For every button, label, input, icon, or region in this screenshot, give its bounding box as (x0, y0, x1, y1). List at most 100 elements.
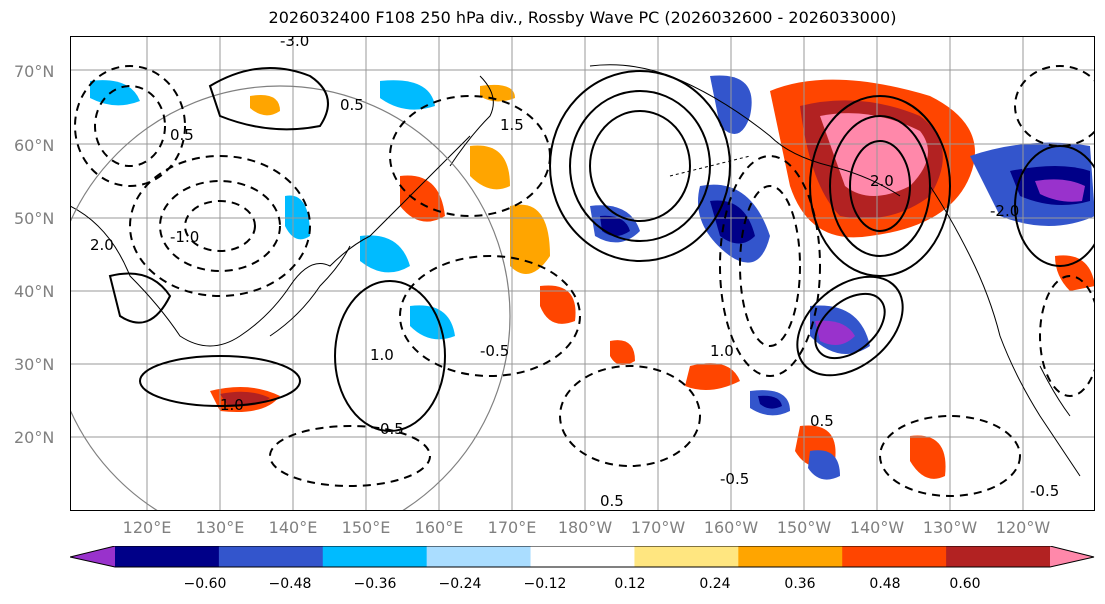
colorbar-tick-label: 0.12 (614, 576, 646, 592)
contour-label: 0.5 (810, 412, 834, 430)
lat-label: 20°N (14, 428, 55, 447)
contour-label: -0.5 (480, 342, 509, 360)
colorbar-tick-label: −0.60 (183, 576, 227, 592)
positive-divergence-region (510, 204, 550, 274)
contour-label: -2.0 (990, 202, 1019, 220)
positive-contour (139, 355, 301, 407)
lat-label: 30°N (14, 355, 55, 374)
positive-divergence-region (470, 145, 510, 190)
lon-label: 160°W (703, 518, 759, 537)
colorbar-swatches (70, 546, 1094, 567)
colorbar-tick-label: 0.48 (869, 576, 901, 592)
positive-contour (809, 95, 951, 277)
negative-contour (559, 365, 701, 467)
contour-label: -0.5 (1030, 482, 1059, 500)
negative-divergence-region (808, 450, 840, 480)
weak-negative-divergence-region (285, 195, 310, 240)
contour-label: 1.0 (370, 346, 394, 364)
lat-label: 50°N (14, 209, 55, 228)
colorbar-swatch (738, 546, 843, 567)
contour-label: 0.5 (170, 126, 194, 144)
coastlines (70, 64, 1081, 477)
weak-positive-divergence-region (250, 95, 280, 116)
contour-label: 0.5 (600, 492, 624, 510)
negative-contour (94, 85, 166, 167)
lon-label: 160°E (414, 518, 464, 537)
colorbar-tick-label: −0.48 (268, 576, 312, 592)
colorbar (70, 546, 1095, 568)
negative-contour (739, 185, 801, 347)
positive-divergence-region (685, 363, 740, 390)
colorbar-swatch (426, 546, 532, 567)
positive-contour (589, 110, 691, 222)
colorbar-swatch (322, 546, 428, 567)
divergence-shading (90, 75, 1095, 480)
rossby-wave-contours-negative (74, 65, 1095, 497)
colorbar-swatch (842, 546, 947, 567)
negative-contour (269, 425, 431, 487)
lon-label: 120°W (995, 518, 1051, 537)
region-circle (70, 85, 511, 511)
colorbar-tick-label: −0.24 (438, 576, 482, 592)
lon-label: 130°W (922, 518, 978, 537)
aleutian-islands (669, 155, 751, 177)
positive-contour (1014, 145, 1095, 267)
positive-divergence-region (540, 285, 576, 324)
chart-title: 2026032400 F108 250 hPa div., Rossby Wav… (268, 8, 897, 27)
positive-contour (814, 292, 886, 360)
negative-contour (129, 155, 311, 297)
lon-label: 130°E (195, 518, 245, 537)
colorbar-swatch (530, 546, 635, 567)
positive-contour (108, 272, 172, 324)
lon-label: 120°E (122, 518, 172, 537)
strong-negative-divergence-region (758, 395, 782, 409)
contour-label: 1.0 (220, 396, 244, 414)
contour-label: 0.5 (340, 96, 364, 114)
negative-contour (1014, 65, 1095, 147)
rossby-wave-contours (108, 67, 1095, 432)
lon-label: 150°E (341, 518, 391, 537)
weak-positive-divergence-region (480, 84, 515, 102)
map-frame (70, 36, 1095, 511)
contour-label: 1.5 (500, 116, 524, 134)
colorbar-tick-label: 0.24 (699, 576, 731, 592)
weak-negative-divergence-region (360, 235, 410, 273)
positive-contour (208, 67, 329, 131)
positive-contour (549, 70, 731, 262)
min-negative-divergence-region (1035, 179, 1085, 202)
negative-contour (389, 95, 551, 217)
lat-label: 40°N (14, 282, 55, 301)
positive-contour (849, 140, 911, 232)
min-negative-divergence-region (815, 320, 855, 345)
negative-contour (399, 255, 581, 377)
lon-label: 170°E (487, 518, 537, 537)
contour-labels: -3.0 0.5 0.5 -1.0 2.0 1.5 1.0 1.0 -0.5 0… (90, 36, 1059, 510)
asia-coastline (70, 135, 471, 347)
negative-contour (74, 65, 186, 187)
north-america-coastline (929, 185, 1081, 477)
colorbar-tick-label: 0.36 (784, 576, 816, 592)
contour-label: -1.0 (170, 228, 199, 246)
positive-contour (829, 115, 931, 257)
weak-negative-divergence-region (410, 305, 455, 340)
colorbar-outline (70, 546, 1095, 568)
contour-label: 2.0 (90, 236, 114, 254)
positive-contour (569, 90, 711, 242)
positive-divergence-region (610, 340, 635, 365)
contour-label: 2.0 (870, 172, 894, 190)
negative-contour (719, 155, 821, 377)
contour-label: -0.5 (720, 470, 749, 488)
lon-label: 170°W (630, 518, 686, 537)
weak-negative-divergence-region (90, 80, 140, 106)
positive-divergence-region (910, 435, 946, 479)
strong-negative-divergence-region (710, 200, 755, 244)
colorbar-swatch (115, 546, 220, 567)
colorbar-tick-label: −0.12 (523, 576, 567, 592)
contour-label: -3.0 (280, 36, 309, 50)
contour-label: 0.5 (380, 420, 404, 438)
colorbar-swatch (634, 546, 739, 567)
colorbar-swatch (70, 546, 115, 567)
colorbar-swatch (946, 546, 1051, 567)
baja-coastline (1039, 365, 1071, 417)
lon-label: 150°W (776, 518, 832, 537)
